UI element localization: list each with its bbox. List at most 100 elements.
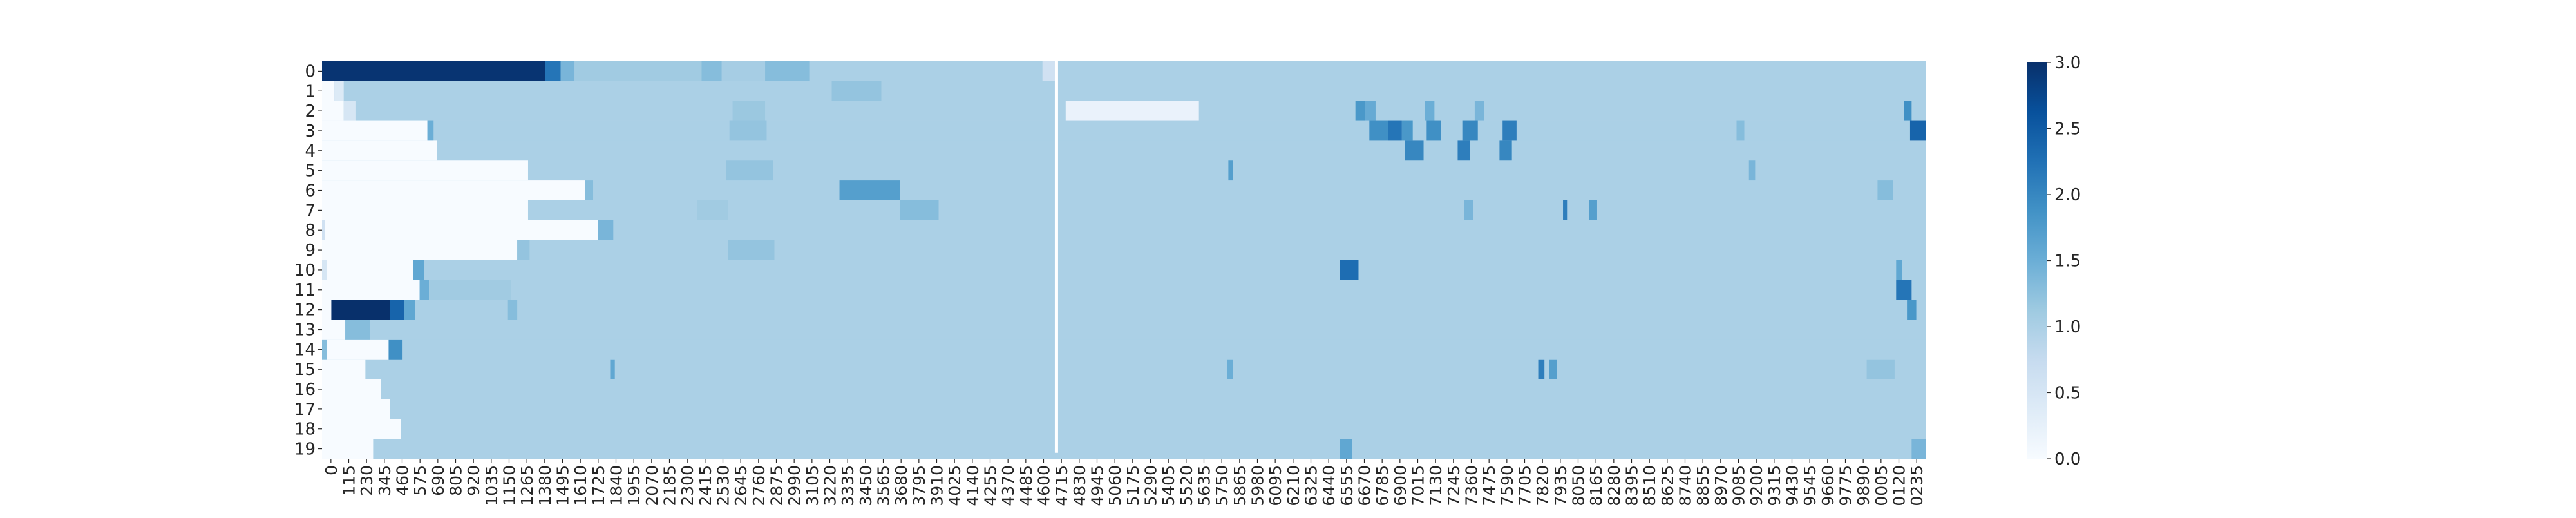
column-tick-label: 8050 [1569,465,1588,506]
column-tick-label: 4485 [1017,465,1036,506]
heatmap-row-1 [322,81,1926,102]
heatmap-cell [1340,439,1352,459]
heatmap-empty-cells [322,439,374,459]
heatmap-cell [1425,101,1435,121]
heatmap-empty-cells [322,200,528,221]
column-tick-label: 345 [375,465,394,496]
row-tick-label: 15 [294,360,316,379]
column-tick-label: 920 [464,465,483,496]
column-tick-label: 8855 [1694,465,1712,506]
heatmap-cell [334,81,344,102]
column-tick-label: 4715 [1052,465,1071,506]
column-tick-label: 3450 [857,465,875,506]
column-tick-label: 9545 [1801,465,1819,506]
row-tick-label: 13 [294,320,316,340]
column-tick-label: 6210 [1284,465,1303,506]
heatmap-row-17 [322,399,1926,419]
heatmap-row-15 [322,359,1926,379]
column-tick-label: 4255 [981,465,1000,506]
heatmap-row-18 [322,419,1926,439]
row-tick-label: 12 [294,301,316,320]
column-tick-label: 5865 [1231,465,1249,506]
heatmap-cell [545,61,561,82]
heatmap-cell [429,280,511,300]
heatmap-cell [419,280,429,300]
column-tick-label: 5290 [1142,465,1160,506]
heatmap-empty-cells [322,220,598,241]
column-tick-label: 2300 [678,465,697,506]
heatmap-cell [517,240,530,260]
heatmap-cell [697,200,728,221]
heatmap-cell [765,61,810,82]
heatmap-row-11 [322,280,1926,300]
row-tick-label: 2 [305,102,316,121]
colorbar-tick-label: 1.5 [2054,252,2081,271]
column-tick-label: 8740 [1676,465,1695,506]
heatmap-cell [1457,140,1470,161]
column-tick-label: 2875 [768,465,786,506]
heatmap-cell [900,200,939,221]
heatmap-cell [598,220,614,241]
heatmap-cell [1388,120,1402,141]
row-tick-label: 9 [305,241,316,260]
column-tick-label: 8395 [1623,465,1642,506]
column-tick-label: 0 [322,465,341,475]
heatmap-cell [729,120,767,141]
row-tick-label: 4 [305,142,316,161]
heatmap-cell [1405,140,1424,161]
heatmap-empty-cells [322,379,381,399]
heatmap-cell [1355,101,1365,121]
heatmap-empty-cells [322,260,413,280]
heatmap-cell [1464,200,1473,221]
column-tick-label: 3565 [875,465,893,506]
column-tick-label: 9430 [1783,465,1802,506]
row-tick-label: 8 [305,221,316,240]
row-tick-label: 17 [294,400,316,419]
column-tick-label: 6440 [1320,465,1338,506]
heatmap-cell [1911,439,1926,459]
heatmap-cell [388,339,403,360]
row-tick-label: 0 [305,62,316,81]
heatmap-cell [1401,120,1413,141]
column-tick-label: 7245 [1444,465,1463,506]
column-tick-label: 5405 [1159,465,1178,506]
column-tick-label: 1035 [482,465,501,506]
heatmap-cell [1538,359,1545,379]
heatmap-empty-cells [322,101,344,121]
heatmap-row-13 [322,320,1926,340]
column-tick-label: 3910 [928,465,947,506]
heatmap-cell [1866,359,1895,379]
heatmap-empty-cells [322,320,346,340]
heatmap-empty-cells [322,300,332,320]
column-tick-label: 6325 [1302,465,1321,506]
column-tick-label: 3105 [803,465,822,506]
heatmap-cell [322,260,327,280]
column-tick-label: 5750 [1213,465,1231,506]
heatmap-cell [585,180,594,201]
column-tick-label: 2530 [714,465,733,506]
heatmap-row-7 [322,200,1926,221]
heatmap-cell [610,359,615,379]
heatmap-cell [1907,300,1917,320]
column-tick-label: 1495 [554,465,573,506]
column-tick-label: 2990 [785,465,804,506]
heatmap-cell [839,180,900,201]
colorbar-tick-label: 0.0 [2054,450,2081,469]
column-tick-label: 8970 [1712,465,1730,506]
column-tick-label: 115 [340,465,359,496]
column-tick-label: 1380 [536,465,554,506]
heatmap-empty-column [1054,61,1058,453]
colorbar-tick-label: 2.5 [2054,120,2081,139]
heatmap-row-4 [322,140,1926,161]
column-tick-label: 6785 [1373,465,1392,506]
row-tick-label: 19 [294,440,316,459]
heatmap-empty-cells [322,120,428,141]
heatmap-cell [1748,160,1756,181]
column-tick-label: 7360 [1463,465,1481,506]
heatmap-cell [1042,61,1055,82]
column-tick-label: 8510 [1640,465,1659,506]
heatmap-cell [1502,120,1517,141]
column-tick-label: 7705 [1516,465,1535,506]
